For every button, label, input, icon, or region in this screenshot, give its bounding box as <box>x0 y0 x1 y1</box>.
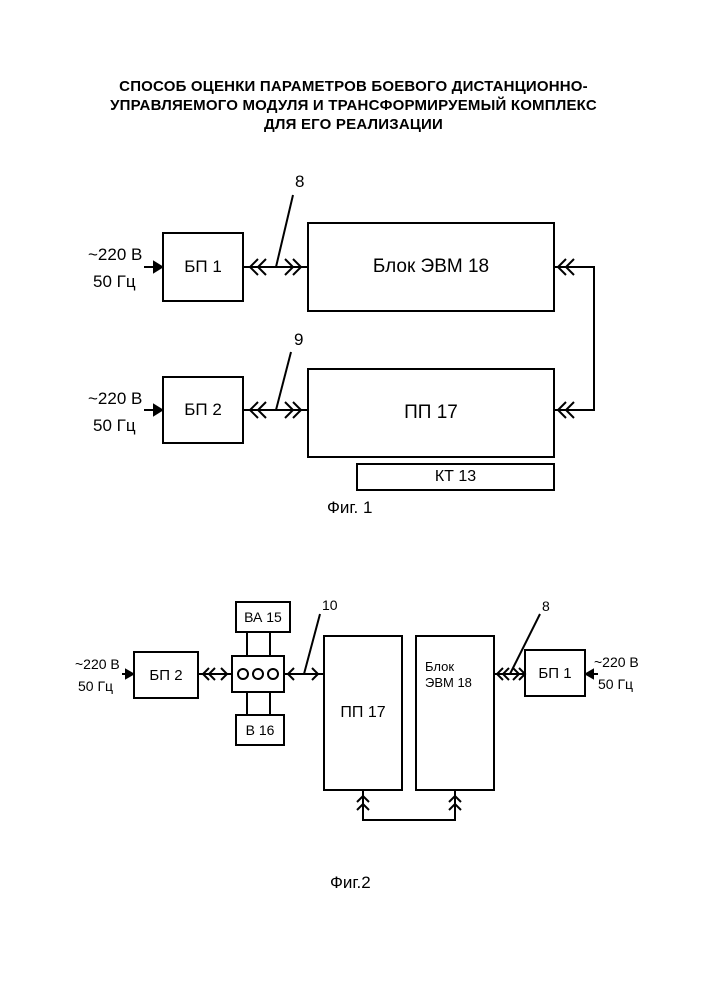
fig1-pp-label: ПП 17 <box>404 402 458 424</box>
fig1-bp2-box: БП 2 <box>162 376 244 444</box>
fig1-bp1-box: БП 1 <box>162 232 244 302</box>
fig1-bp1-voltage: ~220 В <box>88 245 142 265</box>
title-line-2: УПРАВЛЯЕМОГО МОДУЛЯ И ТРАНСФОРМИРУЕМЫЙ К… <box>110 97 597 114</box>
fig2-junction-box <box>231 655 285 693</box>
fig1-bp2-freq: 50 Гц <box>93 416 136 436</box>
fig2-bp1-label: БП 1 <box>538 665 571 682</box>
fig2-callout-8: 8 <box>542 598 550 614</box>
page: СПОСОБ ОЦЕНКИ ПАРАМЕТРОВ БОЕВОГО ДИСТАНЦ… <box>0 0 707 1000</box>
fig2-v-box: В 16 <box>235 714 285 746</box>
fig2-bp2-box: БП 2 <box>133 651 199 699</box>
fig1-bp1-label: БП 1 <box>184 257 222 277</box>
page-title: СПОСОБ ОЦЕНКИ ПАРАМЕТРОВ БОЕВОГО ДИСТАНЦ… <box>0 78 707 134</box>
fig2-evm-line2: ЭВМ 18 <box>425 675 472 690</box>
fig1-evm-box: Блок ЭВМ 18 <box>307 222 555 312</box>
fig2-bp2-label: БП 2 <box>149 667 182 684</box>
fig2-bp1-box: БП 1 <box>524 649 586 697</box>
fig1-callout-8: 8 <box>295 172 304 192</box>
fig2-pp-box: ПП 17 <box>323 635 403 791</box>
fig2-va-box: ВА 15 <box>235 601 291 633</box>
title-line-1: СПОСОБ ОЦЕНКИ ПАРАМЕТРОВ БОЕВОГО ДИСТАНЦ… <box>119 78 588 95</box>
fig1-pp-box: ПП 17 <box>307 368 555 458</box>
fig1-bp1-freq: 50 Гц <box>93 272 136 292</box>
title-line-3: ДЛЯ ЕГО РЕАЛИЗАЦИИ <box>264 116 443 133</box>
fig1-bp2-label: БП 2 <box>184 400 222 420</box>
fig2-evm-box: Блок ЭВМ 18 <box>415 635 495 791</box>
fig1-bp2-voltage: ~220 В <box>88 389 142 409</box>
fig1-kt-box: КТ 13 <box>356 463 555 491</box>
fig1-kt-label: КТ 13 <box>435 468 476 486</box>
fig2-right-voltage: ~220 В <box>594 654 639 670</box>
fig2-evm-line1: Блок <box>425 659 454 674</box>
fig2-left-freq: 50 Гц <box>78 678 113 694</box>
fig1-caption: Фиг. 1 <box>327 498 372 518</box>
fig2-va-label: ВА 15 <box>244 609 282 625</box>
fig1-evm-label: Блок ЭВМ 18 <box>373 256 489 278</box>
fig2-pp-label: ПП 17 <box>340 704 385 722</box>
fig2-right-freq: 50 Гц <box>598 676 633 692</box>
fig2-caption: Фиг.2 <box>330 873 371 893</box>
fig1-callout-9: 9 <box>294 330 303 350</box>
fig2-left-voltage: ~220 В <box>75 656 120 672</box>
fig2-callout-10: 10 <box>322 597 338 613</box>
fig2-v-label: В 16 <box>246 722 275 738</box>
